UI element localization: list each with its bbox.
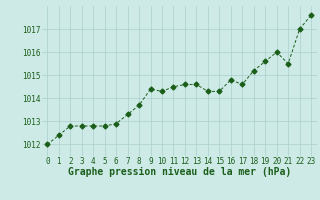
X-axis label: Graphe pression niveau de la mer (hPa): Graphe pression niveau de la mer (hPa) [68, 167, 291, 177]
